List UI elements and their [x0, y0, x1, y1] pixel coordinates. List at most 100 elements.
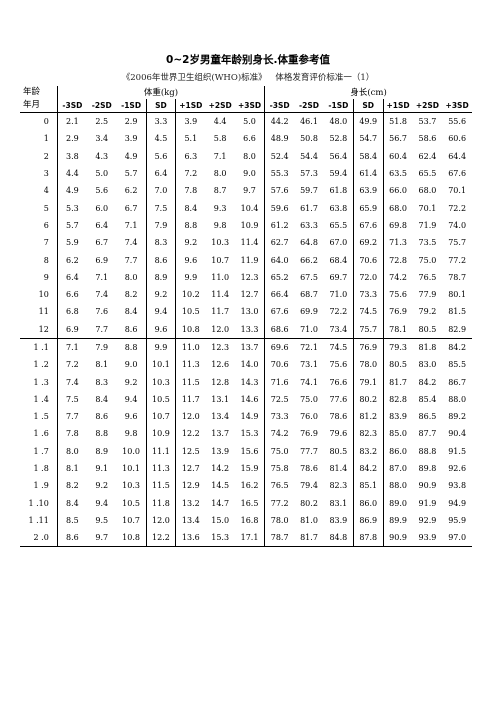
- age-column-header: 年龄 年月: [20, 86, 58, 113]
- age-cell: 1 .8: [20, 459, 58, 478]
- weight-cell: 11.8: [145, 494, 176, 512]
- length-cell: 72.0: [352, 268, 384, 286]
- length-cell: 86.5: [418, 412, 437, 422]
- weight-cell: 12.3: [205, 337, 235, 357]
- length-cell: 83.0: [418, 360, 437, 370]
- weight-cell: 10.2: [175, 285, 206, 304]
- weight-cell: 5.8: [213, 134, 227, 144]
- reference-table: 年龄 年月 体重(kg) 身长(cm) -3SD -2SD -1SD SD +1S…: [20, 86, 472, 548]
- length-cell: 92.9: [418, 515, 437, 525]
- weight-cell: 10.1: [145, 356, 176, 374]
- weight-cell: 9.7: [243, 186, 256, 196]
- age-cell: 12: [20, 320, 58, 339]
- length-cell: 81.4: [329, 464, 348, 474]
- weight-cell: 3.4: [95, 134, 109, 144]
- length-cell: 62.4: [418, 151, 437, 161]
- weight-cell: 7.4: [124, 238, 138, 248]
- table-row: 1 .11 8.5 9.5 10.7 12.0 13.4 15.0 16.8 78.0 81.0 8…: [20, 511, 472, 530]
- length-cell: 54.7: [352, 130, 384, 148]
- length-cell: 81.2: [352, 408, 384, 426]
- length-cell: 68.0: [418, 186, 437, 196]
- weight-cell: 7.5: [145, 199, 176, 217]
- length-cell: 88.8: [418, 446, 437, 456]
- length-cell: 77.6: [329, 394, 348, 404]
- weight-cell: 2.5: [95, 117, 109, 127]
- length-cell: 62.7: [264, 234, 295, 252]
- age-cell: 1 .1: [20, 337, 58, 357]
- weight-cell: 11.7: [211, 307, 230, 317]
- weight-cell: 2.9: [124, 117, 138, 127]
- length-cell: 74.1: [300, 377, 318, 387]
- weight-cell: 5.6: [145, 147, 176, 165]
- weight-cell: 15.6: [240, 446, 259, 456]
- length-cell: 86.9: [352, 511, 384, 530]
- length-cell: 74.5: [323, 337, 354, 357]
- weight-cell: 4.9: [66, 186, 79, 196]
- length-cell: 90.4: [448, 429, 467, 439]
- length-cell: 76.9: [300, 429, 318, 439]
- weight-cell: 8.6: [124, 324, 138, 334]
- weight-cell: 9.6: [145, 320, 176, 339]
- length-cell: 78.6: [300, 464, 318, 474]
- weight-cell: 8.5: [66, 515, 79, 525]
- weight-cell: 14.7: [211, 498, 230, 508]
- weight-cell: 9.8: [124, 429, 138, 439]
- length-cell: 91.5: [448, 446, 467, 456]
- weight-cell: 14.6: [240, 394, 259, 404]
- length-cell: 71.3: [382, 234, 413, 252]
- weight-cell: 10.4: [240, 203, 259, 213]
- age-cell: 1 .4: [20, 390, 58, 409]
- length-cell: 73.4: [329, 324, 348, 334]
- age-cell: 3: [20, 164, 58, 183]
- weight-cell: 6.4: [145, 164, 176, 183]
- age-cell: 11: [20, 303, 58, 321]
- weight-cell: 8.4: [124, 307, 138, 317]
- age-cell: 1 .2: [20, 356, 58, 374]
- age-cell: 10: [20, 285, 58, 304]
- weight-sd-header: -3SD: [57, 98, 87, 113]
- length-cell: 87.7: [418, 429, 437, 439]
- length-cell: 67.0: [329, 238, 348, 248]
- table-row: 1 .6 7.8 8.8 9.8 10.9 12.2 13.7 15.3 74.2 76.9 79.…: [20, 425, 472, 443]
- weight-cell: 4.4: [66, 169, 79, 179]
- table-row: 1 .7 8.0 8.9 10.0 11.1 12.5 13.9 15.6 75.0 77.7 80…: [20, 442, 472, 460]
- weight-cell: 7.4: [95, 290, 109, 300]
- length-cell: 88.0: [448, 394, 467, 404]
- length-cell: 89.0: [382, 494, 413, 512]
- length-cell: 77.7: [300, 446, 318, 456]
- weight-cell: 4.3: [95, 151, 109, 161]
- length-cell: 86.0: [352, 494, 384, 512]
- length-cell: 61.4: [352, 164, 384, 183]
- weight-cell: 16.2: [240, 481, 259, 491]
- weight-cell: 12.3: [240, 272, 259, 282]
- weight-cell: 8.8: [175, 216, 206, 235]
- length-cell: 80.5: [418, 324, 437, 334]
- length-cell: 71.6: [264, 373, 295, 391]
- weight-cell: 11.3: [175, 356, 206, 374]
- age-cell: 9: [20, 268, 58, 286]
- length-cell: 51.8: [382, 112, 413, 131]
- weight-cell: 13.2: [175, 494, 206, 512]
- weight-cell: 10.5: [145, 390, 176, 409]
- weight-cell: 11.9: [240, 255, 259, 265]
- weight-cell: 5.9: [66, 238, 79, 248]
- length-cell: 79.6: [329, 429, 348, 439]
- weight-cell: 9.3: [213, 203, 227, 213]
- length-cell: 44.2: [264, 112, 295, 131]
- weight-cell: 3.9: [175, 112, 206, 131]
- weight-cell: 7.7: [95, 324, 109, 334]
- weight-cell: 8.0: [124, 272, 138, 282]
- weight-cell: 3.8: [66, 151, 79, 161]
- length-sd-header: +1SD: [382, 98, 413, 113]
- weight-cell: 14.3: [240, 377, 259, 387]
- weight-cell: 4.9: [124, 151, 138, 161]
- header-row-sd: -3SD -2SD -1SD SD +1SD +2SD +3SD -3SD -2…: [20, 98, 472, 113]
- length-cell: 83.9: [329, 515, 348, 525]
- weight-cell: 10.8: [175, 320, 206, 339]
- length-cell: 82.3: [329, 481, 348, 491]
- weight-cell: 7.1: [57, 337, 87, 357]
- length-cell: 82.9: [448, 324, 467, 334]
- weight-cell: 13.6: [175, 529, 206, 548]
- length-cell: 69.8: [382, 216, 413, 235]
- length-cell: 80.5: [329, 446, 348, 456]
